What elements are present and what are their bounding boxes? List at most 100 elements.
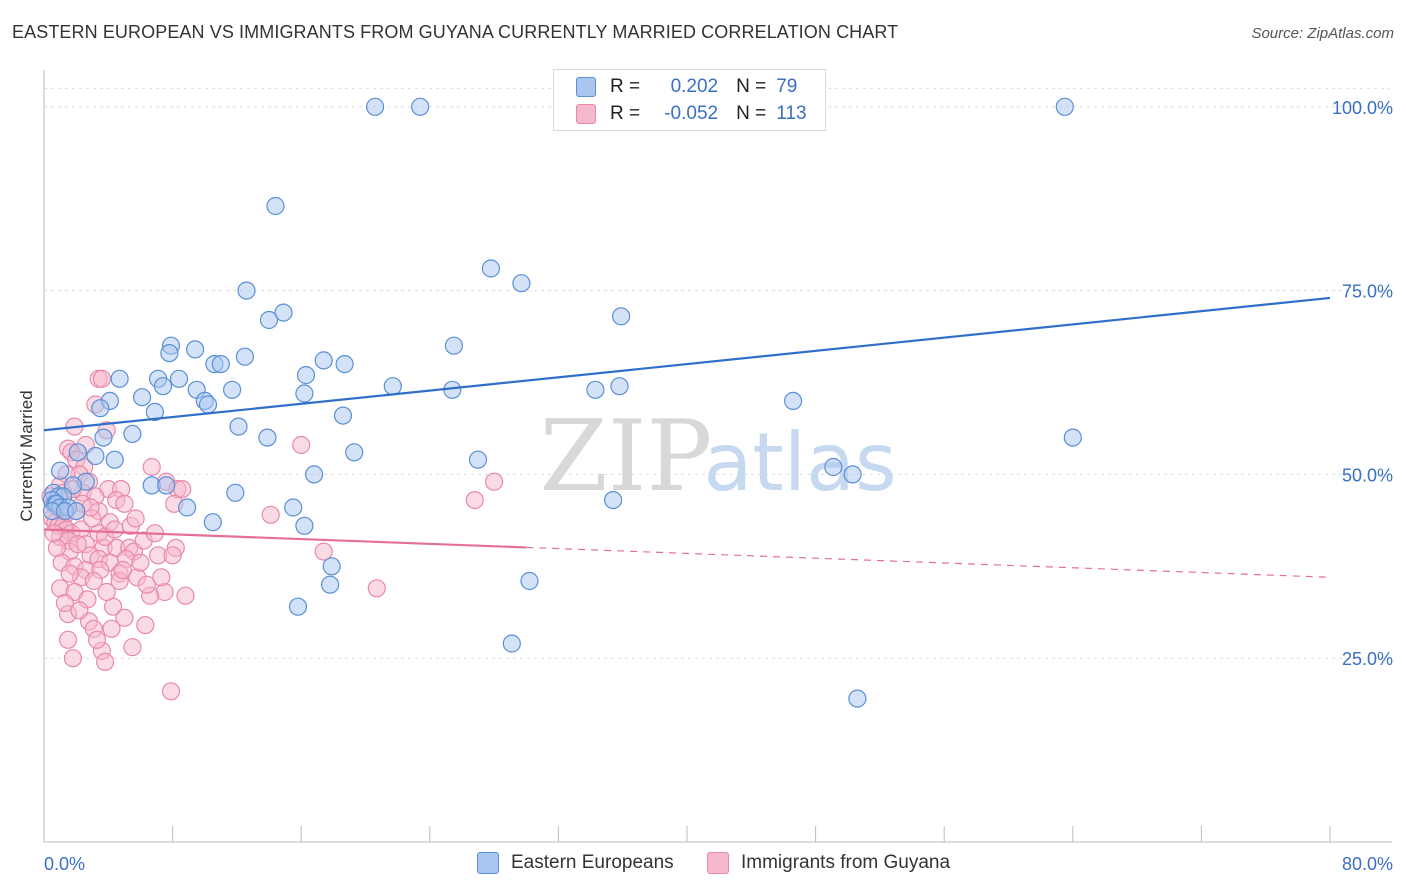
stats-legend-row-eastern-european: R = 0.202 N = 79 (576, 74, 797, 100)
eastern-european-point (295, 384, 314, 403)
eastern-european-point (520, 571, 539, 591)
eastern-european-point (848, 689, 867, 708)
eastern-european-point (321, 575, 340, 594)
eastern-european-point (1055, 97, 1074, 116)
eastern-european-point (169, 369, 189, 388)
eastern-european-point (178, 498, 197, 517)
guyana-point (70, 601, 89, 620)
legend-item-immigrants-from-guyana[interactable]: Immigrants from Guyana (707, 852, 950, 874)
eastern-european-point (783, 391, 803, 410)
guyana-point (47, 538, 67, 558)
eastern-european-point (274, 303, 293, 322)
guyana-point (485, 472, 504, 491)
eastern-european-point (383, 377, 402, 396)
guyana-point (58, 630, 78, 649)
eastern-european-point (322, 557, 341, 576)
axes (43, 70, 1392, 843)
chart-title: EASTERN EUROPEAN VS IMMIGRANTS FROM GUYA… (12, 22, 899, 42)
eastern-european-point (226, 483, 245, 502)
y-tick-label: 50.0% (1342, 465, 1393, 485)
eastern-european-point (235, 347, 254, 366)
x-tick-label: 0.0% (44, 854, 85, 874)
eastern-european-point (411, 97, 430, 116)
eastern-european-point (67, 502, 86, 521)
guyana-point (465, 491, 484, 510)
eastern-european-point (229, 417, 248, 436)
guyana-point (92, 369, 112, 388)
legend-item-eastern-europeans[interactable]: Eastern Europeans (477, 852, 674, 874)
eastern-european-point (843, 465, 862, 484)
eastern-european-point (211, 355, 230, 374)
eastern-european-point (1063, 428, 1082, 447)
eastern-european-point (223, 380, 242, 399)
eastern-european-point (105, 450, 124, 469)
guyana-point (84, 571, 103, 591)
guyana-point (44, 524, 63, 543)
trend-lines (43, 296, 1331, 578)
r-label: R = (610, 76, 641, 97)
eastern-european-point (258, 428, 277, 447)
legend-label: Eastern Europeans (511, 852, 674, 873)
eastern-european-point (481, 259, 500, 278)
watermark-zip: ZIP (540, 400, 713, 514)
eastern-european-point (237, 281, 256, 300)
eastern-european-point (284, 498, 303, 517)
eastern-european-point (153, 377, 173, 396)
eastern-european-point (50, 461, 70, 480)
guyana-point (137, 575, 156, 594)
eastern-european-point (512, 274, 531, 293)
eastern-european-point (94, 428, 113, 447)
guyana-point (105, 520, 124, 539)
eastern-european-point (502, 634, 521, 653)
stats-legend-row-guyana: R = -0.052 N = 113 (576, 101, 807, 127)
watermark-atlas: atlas (703, 416, 896, 509)
eastern-european-point (288, 597, 308, 616)
eastern-european-point (91, 399, 110, 418)
y-tick-label: 75.0% (1342, 282, 1393, 302)
eastern-european-point (335, 355, 354, 374)
watermark: ZIP atlas (540, 400, 897, 514)
n-label: N = (736, 76, 767, 97)
trend-line-guyana (43, 528, 527, 549)
legend-swatch-pink (576, 104, 596, 124)
eastern-european-point (603, 491, 623, 510)
guyana-point (115, 608, 134, 627)
trend-line-eastern-european (43, 296, 1331, 432)
guyana-point (142, 457, 161, 477)
eastern-european-point (444, 336, 463, 355)
guyana-point (136, 615, 155, 635)
r-value: 0.202 (670, 76, 719, 97)
guyana-point (102, 619, 121, 638)
n-label: N = (736, 103, 767, 124)
series-guyana-points (41, 369, 504, 701)
eastern-european-point (145, 402, 164, 421)
guyana-point (123, 638, 142, 657)
eastern-european-point (314, 351, 333, 370)
series-eastern-european-points (42, 97, 1082, 708)
eastern-european-point (295, 516, 314, 535)
guyana-point (176, 586, 195, 605)
legend-swatch-blue (576, 77, 596, 97)
guyana-point (161, 682, 181, 701)
tick-labels: 25.0% 50.0% 75.0% 100.0% 0.0% 80.0% (44, 98, 1393, 874)
eastern-european-point (824, 457, 843, 477)
eastern-european-point (333, 406, 353, 425)
n-value: 79 (776, 76, 798, 97)
eastern-european-point (157, 476, 176, 495)
guyana-point (55, 593, 75, 613)
eastern-european-point (203, 513, 222, 532)
trend-line-guyana-extrapolated (526, 546, 1331, 578)
series-legend: Eastern Europeans Immigrants from Guyana (0, 852, 1406, 878)
guyana-point (87, 630, 107, 649)
eastern-european-point (296, 366, 316, 385)
guyana-point (68, 535, 87, 554)
eastern-european-point (468, 450, 488, 469)
eastern-european-point (133, 388, 152, 407)
guyana-point (126, 509, 145, 528)
y-axis-label: Currently Married (17, 390, 36, 522)
guyana-point (60, 564, 79, 583)
eastern-european-point (610, 377, 629, 396)
eastern-european-point (611, 307, 631, 326)
guyana-point (292, 435, 311, 455)
